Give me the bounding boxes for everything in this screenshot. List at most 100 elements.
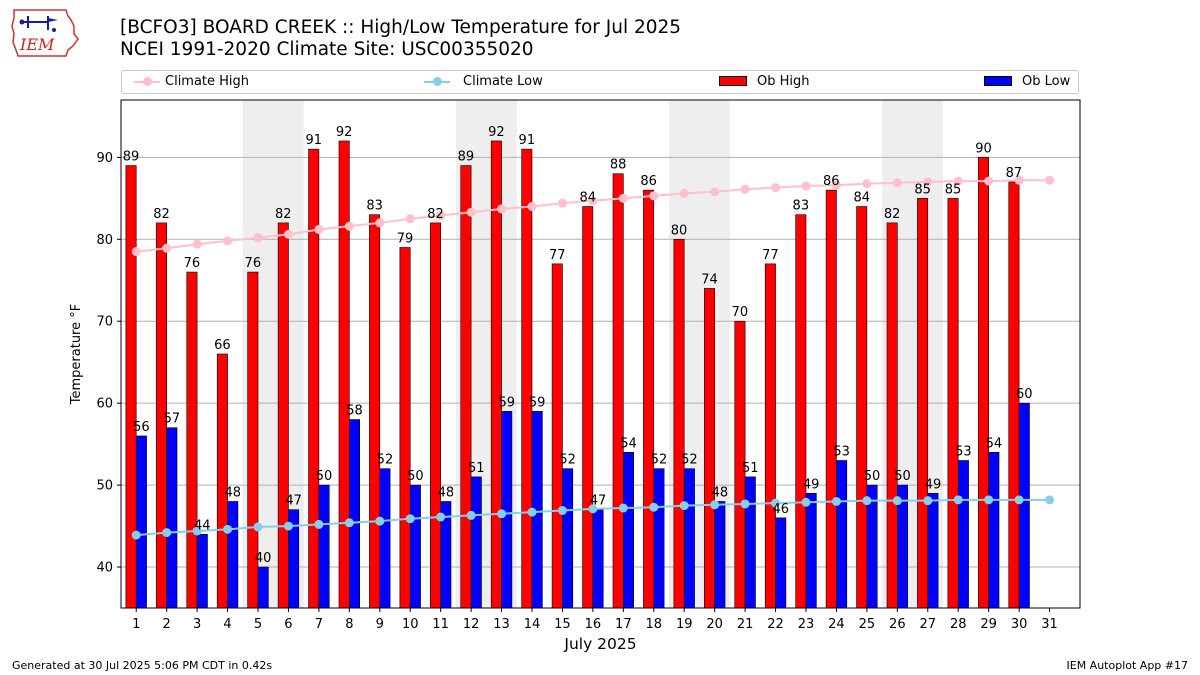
bar-ob-low xyxy=(196,533,208,609)
bar-ob-high xyxy=(430,222,441,609)
x-tick-label: 20 xyxy=(706,617,723,632)
climate-high-point xyxy=(466,207,476,217)
data-label-low: 52 xyxy=(681,453,698,468)
data-label-high: 74 xyxy=(701,272,718,287)
data-label-high: 90 xyxy=(975,141,992,156)
bar-ob-low xyxy=(744,476,756,609)
data-label-high: 86 xyxy=(823,174,840,189)
climate-low-point xyxy=(831,496,841,506)
climate-low-point xyxy=(953,495,963,505)
legend: Climate High Climate Low Ob High Ob Low xyxy=(121,70,1079,94)
climate-high-point xyxy=(375,218,385,228)
bar-ob-low xyxy=(562,468,574,609)
bar-ob-high xyxy=(673,238,685,609)
data-label-high: 83 xyxy=(366,199,383,214)
data-label-low: 52 xyxy=(559,453,576,468)
bar-ob-low xyxy=(836,460,848,609)
x-tick-label: 22 xyxy=(767,617,784,632)
bar-ob-low xyxy=(592,509,604,609)
y-tick-label: 90 xyxy=(96,151,113,166)
data-label-low: 48 xyxy=(712,485,729,500)
data-label-high: 76 xyxy=(245,256,262,271)
bar-ob-low xyxy=(683,468,695,609)
legend-label: Climate Low xyxy=(463,74,543,89)
bar-ob-high xyxy=(795,214,807,609)
climate-high-point xyxy=(1045,175,1055,185)
bar-ob-high xyxy=(216,353,228,609)
climate-high-point xyxy=(862,179,872,189)
climate-high-point xyxy=(588,196,598,206)
bar-ob-high xyxy=(186,271,198,609)
x-tick-label: 2 xyxy=(163,617,171,632)
bar-ob-high xyxy=(551,263,563,609)
y-tick-label: 40 xyxy=(96,561,113,576)
climate-high-point xyxy=(801,181,811,191)
x-tick-label: 12 xyxy=(463,617,480,632)
bar-ob-low xyxy=(470,476,482,609)
climate-high-point xyxy=(527,202,537,212)
data-label-high: 88 xyxy=(610,158,627,173)
bar-ob-high xyxy=(369,214,381,609)
climate-low-point xyxy=(618,503,628,513)
climate-high-point xyxy=(892,178,902,188)
bar-ob-high xyxy=(643,189,655,609)
climate-low-point xyxy=(1014,495,1024,505)
bar-ob-low xyxy=(623,452,634,609)
data-label-high: 92 xyxy=(488,125,505,140)
bar-ob-low xyxy=(166,427,178,609)
bar-ob-low xyxy=(135,435,147,609)
bar-ob-high xyxy=(125,165,137,609)
plot-frame xyxy=(120,99,1081,609)
climate-low-point xyxy=(344,518,354,528)
climate-high-point xyxy=(984,176,994,186)
x-tick-label: 6 xyxy=(284,617,292,632)
data-label-high: 92 xyxy=(336,125,353,140)
climate-low-point xyxy=(771,498,781,508)
data-label-low: 58 xyxy=(346,404,363,419)
climate-high-point xyxy=(497,204,507,214)
data-label-low: 52 xyxy=(651,453,668,468)
data-label-low: 57 xyxy=(164,412,181,427)
climate-low-point xyxy=(527,507,537,517)
x-tick-label: 17 xyxy=(615,617,632,632)
data-label-high: 77 xyxy=(549,248,566,263)
legend-label: Climate High xyxy=(165,74,250,89)
data-label-low: 50 xyxy=(894,469,911,484)
data-label-low: 51 xyxy=(742,461,759,476)
data-label-low: 51 xyxy=(468,461,485,476)
data-label-high: 85 xyxy=(945,182,962,197)
bar-ob-high xyxy=(947,198,959,609)
climate-high-point xyxy=(831,180,841,190)
bar-ob-low xyxy=(379,468,391,609)
data-label-low: 53 xyxy=(955,445,972,460)
x-tick-label: 10 xyxy=(402,617,419,632)
x-tick-label: 21 xyxy=(737,617,754,632)
data-label-low: 48 xyxy=(438,485,455,500)
x-tick-label: 18 xyxy=(646,617,663,632)
bar-ob-high xyxy=(521,148,533,609)
data-label-low: 49 xyxy=(925,477,942,492)
bar-ob-high xyxy=(582,206,594,609)
data-label-low: 54 xyxy=(620,436,637,451)
data-label-high: 86 xyxy=(640,174,657,189)
bar-ob-high xyxy=(856,206,868,609)
bar-ob-low xyxy=(805,492,817,609)
bar-ob-high xyxy=(612,173,624,609)
x-tick-label: 11 xyxy=(432,617,449,632)
bar-ob-high xyxy=(764,263,776,609)
data-label-low: 52 xyxy=(377,453,394,468)
bar-ob-low xyxy=(653,468,665,609)
data-label-high: 84 xyxy=(853,191,870,206)
chart-subtitle: NCEI 1991-2020 Climate Site: USC00355020 xyxy=(120,39,534,60)
y-tick-label: 50 xyxy=(96,479,113,494)
legend-label: Ob High xyxy=(757,74,810,89)
y-tick-label: 80 xyxy=(96,233,113,248)
climate-low-point xyxy=(131,530,141,540)
data-label-low: 60 xyxy=(1016,387,1033,402)
footer-app: IEM Autoplot App #17 xyxy=(1066,659,1189,672)
climate-high-point xyxy=(618,193,628,203)
x-tick-label: 25 xyxy=(859,617,876,632)
climate-high-point xyxy=(649,191,659,201)
y-tick-label: 70 xyxy=(96,315,113,330)
